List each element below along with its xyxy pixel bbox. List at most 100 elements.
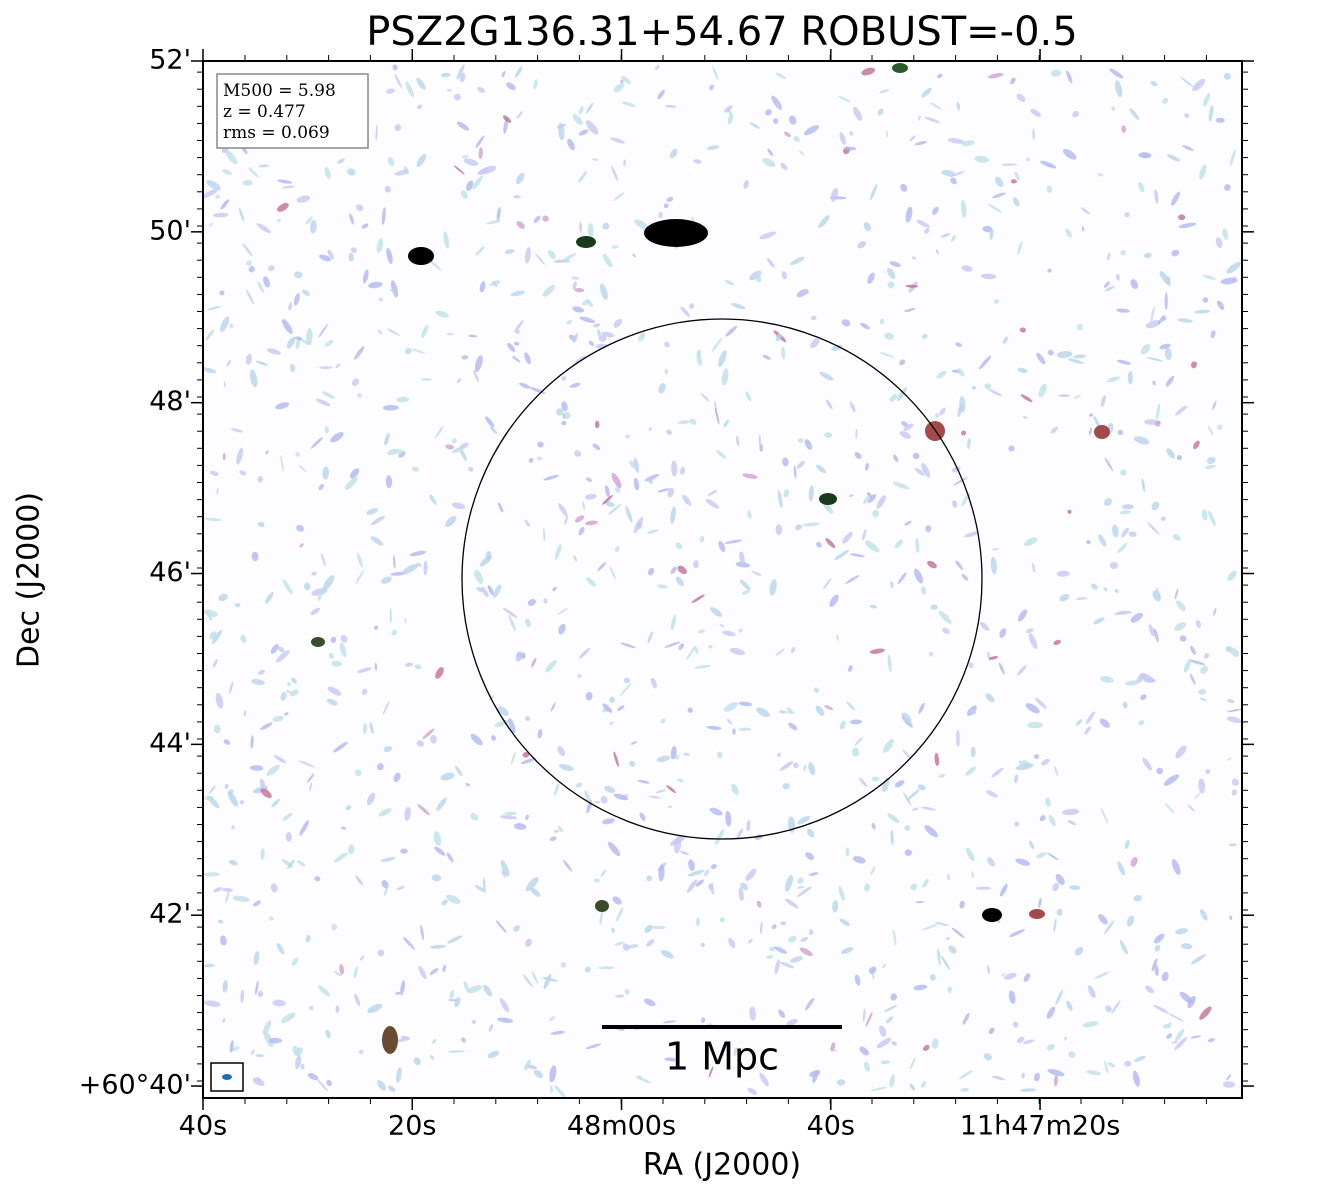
noise-speckle: [1056, 570, 1070, 577]
noise-speckle: [1087, 985, 1096, 999]
noise-speckle: [797, 877, 804, 884]
noise-speckle: [225, 890, 230, 904]
noise-speckle: [675, 576, 684, 587]
noise-speckle: [493, 280, 498, 288]
noise-speckle: [204, 517, 223, 522]
source: [925, 421, 945, 441]
noise-speckle: [302, 289, 310, 297]
noise-speckle: [921, 333, 928, 339]
noise-speckle: [1129, 108, 1140, 120]
noise-speckle: [561, 420, 567, 426]
noise-speckle: [955, 342, 963, 347]
noise-speckle: [1023, 415, 1028, 419]
noise-speckle: [434, 425, 444, 439]
noise-speckle: [386, 247, 393, 264]
noise-speckle: [1103, 587, 1108, 592]
noise-speckle: [721, 368, 729, 386]
noise-speckle: [499, 997, 510, 1013]
noise-speckle: [385, 475, 393, 489]
noise-speckle: [644, 474, 659, 482]
noise-speckle: [388, 1085, 396, 1092]
noise-speckle: [296, 195, 311, 203]
noise-speckle: [862, 1008, 866, 1023]
noise-speckle: [1138, 720, 1145, 726]
noise-speckle: [638, 332, 646, 342]
noise-speckle: [316, 1078, 329, 1092]
noise-speckle: [298, 464, 307, 473]
noise-speckle: [393, 449, 405, 454]
noise-speckle: [294, 271, 303, 279]
noise-speckle: [245, 353, 252, 365]
noise-speckle: [1069, 885, 1081, 891]
noise-speckle: [677, 565, 687, 575]
noise-speckle: [689, 418, 697, 425]
noise-speckle: [646, 875, 653, 882]
noise-speckle: [989, 228, 994, 240]
noise-speckle: [804, 439, 813, 450]
noise-speckle: [979, 355, 992, 370]
noise-speckle: [1094, 971, 1110, 979]
noise-speckle: [955, 729, 960, 747]
noise-speckle: [901, 712, 912, 724]
noise-speckle: [1104, 285, 1115, 292]
noise-speckle: [1103, 920, 1115, 935]
noise-speckle: [1046, 852, 1059, 861]
noise-speckle: [501, 70, 506, 78]
noise-speckle: [716, 450, 727, 459]
noise-speckle: [725, 811, 732, 827]
noise-speckle: [1152, 590, 1161, 602]
noise-speckle: [1171, 859, 1181, 875]
noise-speckle: [915, 537, 920, 553]
noise-speckle: [354, 769, 362, 777]
noise-speckle: [1008, 445, 1015, 452]
noise-speckle: [239, 799, 245, 805]
noise-speckle: [470, 813, 479, 821]
noise-speckle: [456, 64, 465, 80]
noise-speckle: [950, 177, 957, 185]
noise-speckle: [1047, 1068, 1065, 1077]
noise-speckle: [220, 316, 230, 333]
noise-speckle: [931, 1038, 939, 1049]
noise-speckle: [234, 603, 241, 608]
noise-speckle: [537, 729, 543, 739]
noise-speckle: [305, 216, 313, 225]
noise-speckle: [204, 872, 220, 877]
noise-speckle: [747, 510, 752, 519]
noise-speckle: [936, 73, 943, 79]
noise-speckle: [1226, 1073, 1232, 1081]
noise-speckle: [622, 943, 630, 952]
noise-speckle: [878, 1025, 887, 1037]
noise-speckle: [597, 561, 607, 572]
noise-speckle: [1022, 1039, 1035, 1044]
noise-speckle: [868, 966, 877, 974]
noise-speckle: [1226, 699, 1235, 704]
noise-speckle: [1100, 395, 1106, 407]
noise-speckle: [1128, 531, 1137, 537]
noise-speckle: [667, 805, 673, 808]
noise-speckle: [1122, 504, 1134, 510]
noise-speckle: [324, 426, 329, 434]
noise-speckle: [626, 944, 639, 949]
noise-speckle: [940, 955, 951, 971]
noise-speckle: [806, 828, 815, 838]
noise-speckle: [443, 231, 450, 249]
noise-speckle: [396, 1067, 402, 1083]
noise-speckle: [1116, 308, 1130, 313]
noise-speckle: [839, 720, 846, 730]
noise-speckle: [516, 221, 525, 229]
noise-speckle: [300, 1063, 305, 1070]
noise-speckle: [970, 746, 976, 758]
noise-speckle: [534, 253, 546, 265]
noise-speckle: [722, 630, 736, 637]
noise-speckle: [923, 1044, 930, 1051]
noise-speckle: [258, 669, 265, 675]
noise-speckle: [256, 223, 272, 234]
noise-speckle: [1053, 639, 1061, 645]
noise-speckle: [1055, 989, 1063, 1005]
noise-speckle: [857, 241, 867, 249]
noise-speckle: [356, 552, 363, 568]
noise-speckle: [648, 427, 653, 431]
noise-speckle: [718, 540, 726, 552]
noise-speckle: [718, 350, 727, 367]
